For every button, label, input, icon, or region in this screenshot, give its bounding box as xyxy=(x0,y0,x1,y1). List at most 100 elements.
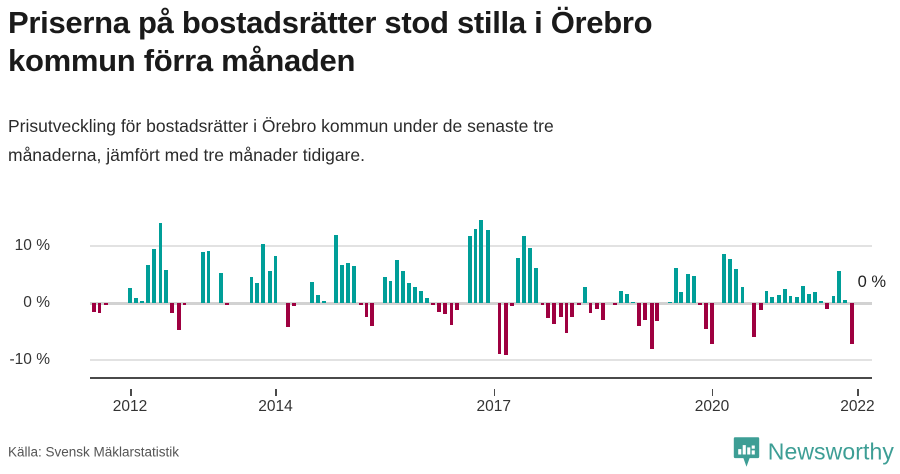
chart-bar xyxy=(406,282,411,304)
chart-bar xyxy=(449,303,454,326)
chart-bar xyxy=(667,301,672,304)
x-axis-tick-label: 2020 xyxy=(694,398,730,415)
chart-bar xyxy=(485,230,490,304)
chart-bar xyxy=(655,303,660,322)
chart-bar xyxy=(164,270,169,304)
chart-bar xyxy=(540,303,545,306)
chart-bar xyxy=(782,289,787,304)
chart-bar xyxy=(710,303,714,344)
chart-bar xyxy=(400,270,405,304)
chart-bar xyxy=(224,303,229,306)
chart-bar xyxy=(504,303,509,356)
x-axis-tick-mark xyxy=(130,389,132,396)
newsworthy-wordmark: Newsworthy xyxy=(767,438,894,465)
chart-bar xyxy=(752,303,757,338)
chart-bar xyxy=(788,296,793,304)
chart-bar xyxy=(624,293,629,304)
chart-bar xyxy=(455,303,460,310)
chart-bar xyxy=(206,251,211,304)
x-axis-tick-label: 2014 xyxy=(258,398,293,415)
x-axis-tick-mark xyxy=(275,389,277,396)
x-axis-tick-mark xyxy=(493,389,496,396)
chart-bar xyxy=(158,223,163,304)
chart-bar xyxy=(419,291,423,304)
chart-bar xyxy=(358,303,363,305)
chart-bar xyxy=(813,292,818,304)
chart-bar xyxy=(146,264,151,304)
gridline--10 xyxy=(90,358,872,361)
chart-bar xyxy=(673,268,678,304)
chart-bar xyxy=(795,297,799,304)
chart-bar xyxy=(413,286,418,304)
chart-bar xyxy=(546,303,551,318)
chart-bar xyxy=(704,303,709,329)
chart-bar xyxy=(843,299,847,304)
chart-bar xyxy=(340,265,345,304)
chart-bar xyxy=(734,268,738,304)
chart-bar xyxy=(631,301,636,304)
page-subtitle: Prisutveckling för bostadsrätter i Örebr… xyxy=(8,116,554,165)
chart-bar xyxy=(515,258,520,304)
chart-bar xyxy=(819,300,823,304)
chart-bar xyxy=(728,259,733,304)
chart-bar xyxy=(104,303,108,306)
x-axis-tick-label: 2012 xyxy=(112,398,148,415)
chart-bar xyxy=(552,303,557,325)
chart-bar xyxy=(255,282,260,304)
chart-bar xyxy=(479,219,484,304)
chart-bar xyxy=(200,251,205,304)
chart-bar xyxy=(806,293,811,304)
chart-bar xyxy=(522,235,527,304)
chart-bar xyxy=(824,303,829,309)
x-axis-line xyxy=(90,377,872,379)
x-axis-tick-mark xyxy=(711,389,714,396)
newsworthy-logo[interactable]: Newsworthy xyxy=(733,437,894,468)
page-title: Priserna på bostadsrätter stod stilla i … xyxy=(8,5,653,78)
chart-bar xyxy=(97,303,102,313)
chart-bar xyxy=(152,248,156,304)
chart-bar xyxy=(370,303,375,326)
chart-bar xyxy=(364,303,369,317)
chart-bar xyxy=(588,303,593,313)
chart-bar xyxy=(437,303,442,312)
chart-plot-area: 10 % 0 % -10 % 2012 2014 2017 2020 2022 0 % xyxy=(10,212,886,415)
chart-bar xyxy=(649,303,654,349)
chart-bar xyxy=(176,303,181,330)
chart-bar xyxy=(395,259,399,304)
x-axis-tick-mark xyxy=(857,389,859,396)
chart-bar xyxy=(697,303,702,306)
y-axis-tick-label: 10 % xyxy=(14,237,50,255)
chart-bar xyxy=(352,266,356,304)
chart-bar xyxy=(333,235,338,304)
y-axis-tick-label: -10 % xyxy=(9,350,51,368)
chart-bar xyxy=(346,263,351,304)
chart-bar xyxy=(564,303,569,334)
chart-bar xyxy=(443,303,447,315)
chart-bar xyxy=(800,285,805,304)
chart-bar xyxy=(600,303,605,320)
chart-bar xyxy=(291,303,296,306)
chart-bar xyxy=(570,303,575,318)
last-value-annotation: 0 % xyxy=(857,273,887,292)
chart-bar xyxy=(679,291,684,304)
chart-bar xyxy=(831,296,836,304)
chart-bar xyxy=(595,303,599,310)
chart-bar xyxy=(133,298,138,304)
chart-bar xyxy=(219,273,223,304)
chart-bar xyxy=(249,277,254,304)
chart-bar xyxy=(424,297,429,304)
chart-bar xyxy=(267,270,272,304)
chart-bar xyxy=(388,280,393,304)
chart-bar xyxy=(91,303,96,313)
chart-bar xyxy=(533,268,538,304)
chart-bar xyxy=(170,303,175,314)
x-axis-tick-label: 2022 xyxy=(840,398,875,415)
chart-bar xyxy=(691,275,696,304)
chart-bar xyxy=(467,235,472,304)
chart-bar xyxy=(473,229,478,304)
chart-bar xyxy=(686,274,690,304)
source-note: Källa: Svensk Mäklarstatistik xyxy=(8,444,180,460)
chart-bar xyxy=(528,248,533,304)
chart-bar xyxy=(497,303,502,355)
